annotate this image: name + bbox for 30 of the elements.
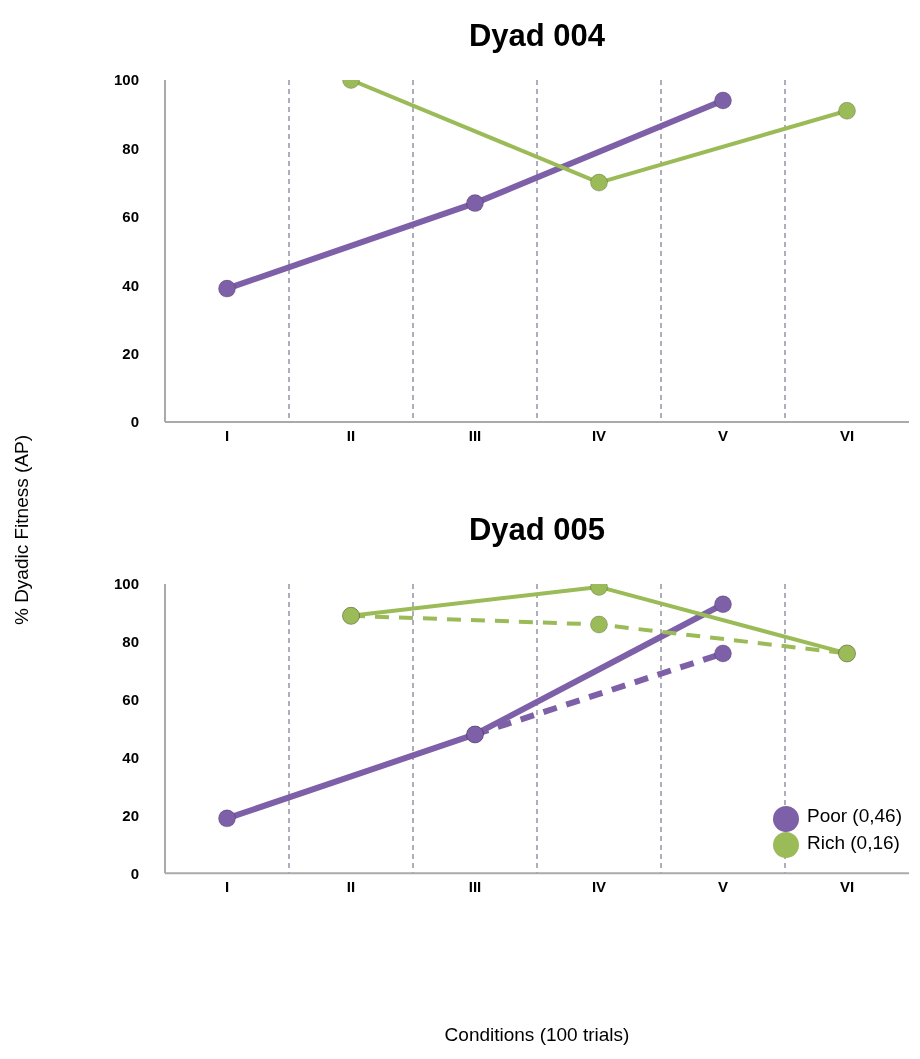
- x-tick-label: II: [346, 426, 356, 444]
- y-tick-label: 100: [113, 575, 139, 593]
- x-tick-label: III: [468, 877, 482, 895]
- x-tick-label: IV: [591, 426, 607, 444]
- legend-label: Poor (0,46): [806, 805, 902, 827]
- x-tick-label: VI: [839, 426, 855, 444]
- x-tick-label: I: [224, 877, 230, 895]
- chart-title: Dyad 005: [467, 511, 607, 549]
- x-tick-label: V: [717, 877, 729, 895]
- chart-title: Dyad 004: [467, 17, 607, 55]
- x-tick-label: V: [717, 426, 729, 444]
- y-tick-label: 60: [122, 691, 139, 709]
- x-tick-label: VI: [839, 877, 855, 895]
- y-tick-label: 20: [122, 344, 139, 362]
- x-tick-label: I: [224, 426, 230, 444]
- y-tick-label: 0: [130, 864, 139, 882]
- y-tick-label: 100: [113, 71, 139, 89]
- x-axis-title: Conditions (100 trials): [443, 1024, 631, 1046]
- y-tick-label: 60: [122, 208, 139, 226]
- y-tick-label: 40: [122, 748, 139, 766]
- x-tick-label: IV: [591, 877, 607, 895]
- y-tick-label: 20: [122, 806, 139, 824]
- y-tick-label: 80: [122, 633, 139, 651]
- x-tick-label: III: [468, 426, 482, 444]
- y-tick-label: 40: [122, 276, 139, 294]
- y-tick-label: 80: [122, 139, 139, 157]
- x-tick-label: II: [346, 877, 356, 895]
- y-axis-title: % Dyadic Fitness (AP): [11, 434, 33, 626]
- y-tick-label: 0: [130, 413, 139, 431]
- legend-label: Rich (0,16): [806, 831, 900, 853]
